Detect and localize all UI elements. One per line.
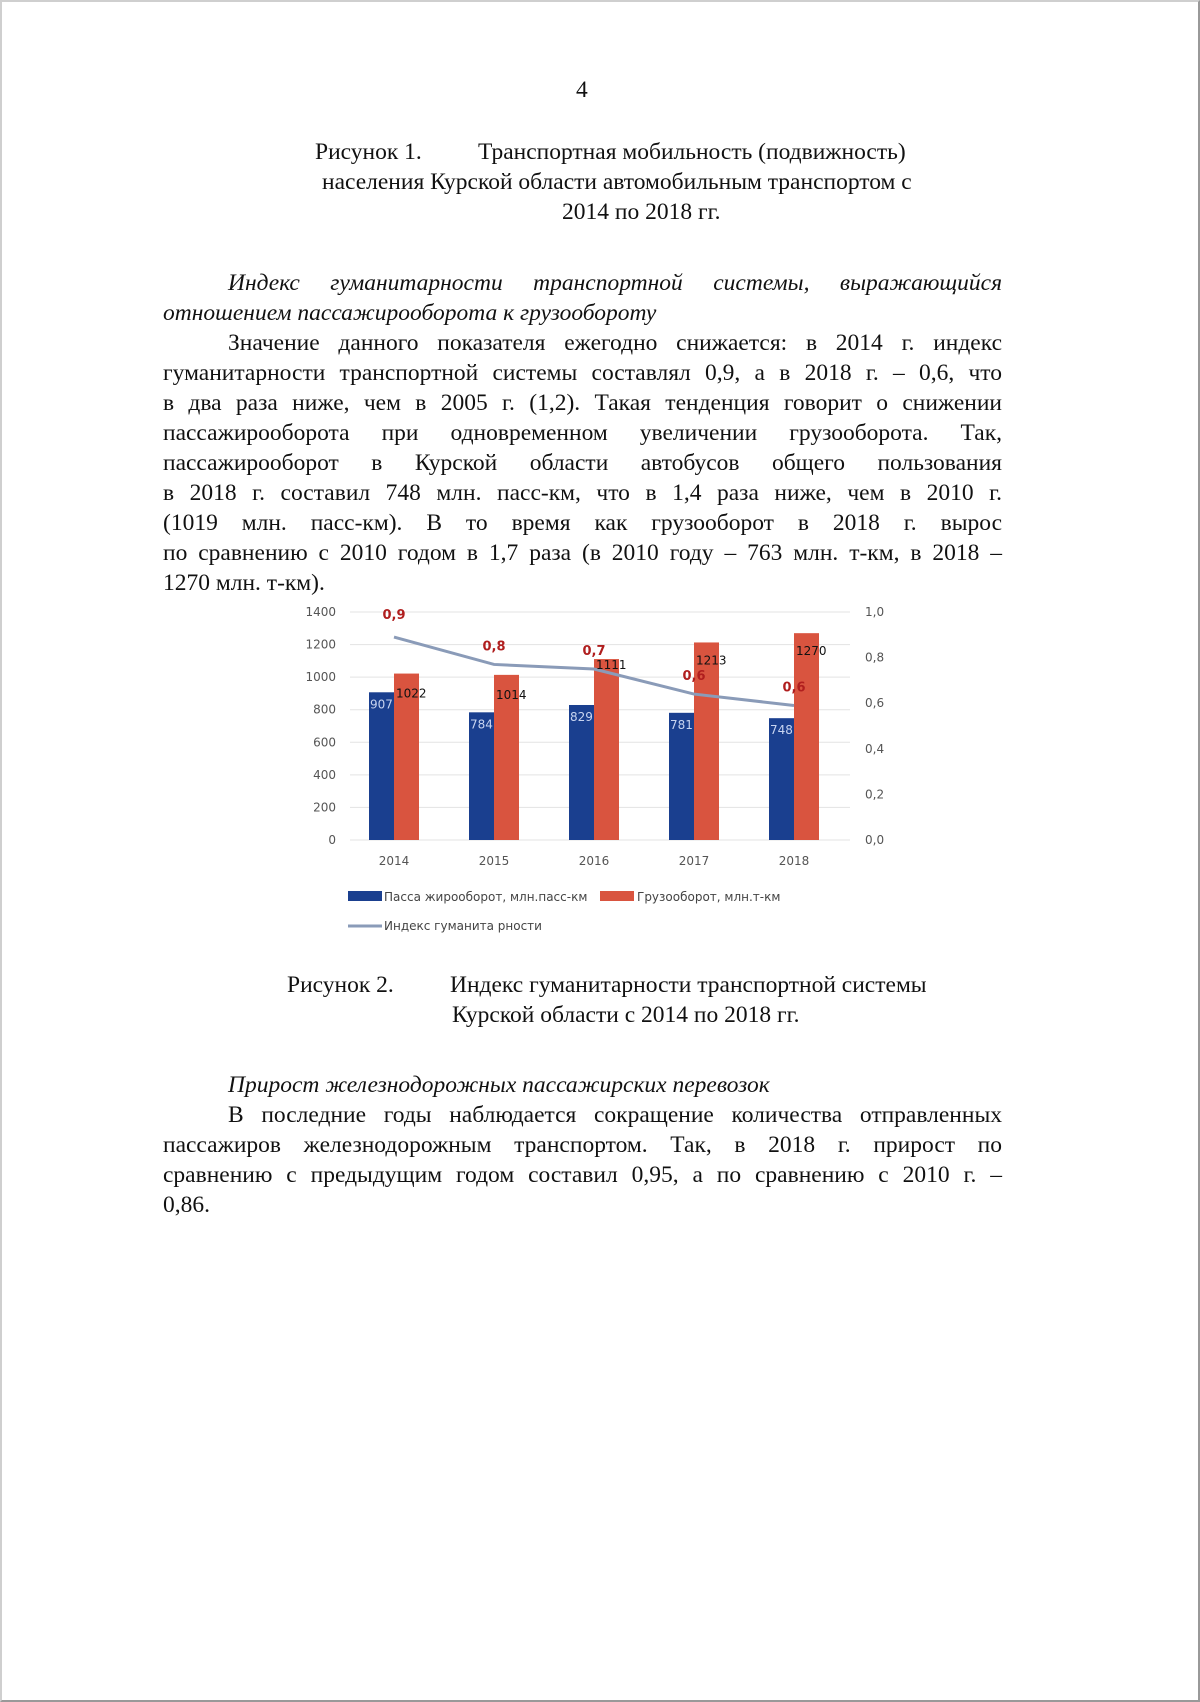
legend-swatch-freight xyxy=(600,891,634,901)
y-left-tick-label: 0 xyxy=(328,833,336,847)
bar-label-passenger: 781 xyxy=(670,718,693,732)
paragraph-line: пассажирооборота при одновременном увели… xyxy=(163,420,1002,446)
bar-label-freight: 1213 xyxy=(696,653,727,667)
x-tick-label: 2017 xyxy=(679,854,710,868)
page-number: 4 xyxy=(576,77,588,103)
bar-freight xyxy=(394,673,419,840)
y-right-tick-label: 1,0 xyxy=(865,605,884,619)
bar-passenger xyxy=(769,718,794,840)
y-left-tick-label: 1400 xyxy=(305,605,336,619)
figure2-caption-line: Курской области с 2014 по 2018 гг. xyxy=(452,1002,800,1028)
paragraph-line: сравнению с предыдущим годом составил 0,… xyxy=(163,1162,1002,1188)
transport-humanity-chart: 0 200 400 600 800 1000 1200 1400 0,0 0,2 0,4 0,6 0,8… xyxy=(305,605,884,933)
index-label: 0,6 xyxy=(782,680,805,695)
y-left-tick-label: 200 xyxy=(313,800,336,814)
y-right-tick-label: 0,4 xyxy=(865,742,884,756)
y-right-tick-label: 0,8 xyxy=(865,651,884,665)
figure2-caption-line: Индекс гуманитарности транспортной систе… xyxy=(450,972,927,998)
bar-label-passenger: 907 xyxy=(370,697,393,711)
paragraph-line: в два раза ниже, чем в 2005 г. (1,2). Та… xyxy=(163,390,1002,416)
x-tick-label: 2015 xyxy=(479,854,510,868)
bar-freight xyxy=(694,642,719,840)
bar-freight xyxy=(794,633,819,840)
bar-label-passenger: 784 xyxy=(470,717,493,731)
index-line xyxy=(393,635,795,707)
legend-label-freight: Грузооборот, млн.т-км xyxy=(637,890,780,904)
paragraph-line: 1270 млн. т-км). xyxy=(163,570,325,596)
paragraph-line: пассажиров железнодорожным транспортом. … xyxy=(163,1132,1002,1158)
bar-passenger xyxy=(469,712,494,840)
bar-freight xyxy=(594,659,619,840)
bar-label-freight: 1270 xyxy=(796,644,827,658)
figure1-caption-line: Транспортная мобильность (подвижность) xyxy=(478,139,906,165)
section1-heading: Индекс гуманитарности транспортной систе… xyxy=(163,268,1002,328)
legend-label-index: Индекс гуманита рности xyxy=(384,919,542,933)
paragraph-line: пассажирооборот в Курской области автобу… xyxy=(163,450,1002,476)
section1-paragraph: Значение данного показателя ежегодно сни… xyxy=(163,328,1002,598)
paragraph-line: в 2018 г. составил 748 млн. пасс-км, что… xyxy=(163,480,1002,506)
x-tick-label: 2014 xyxy=(379,854,410,868)
y-right-tick-label: 0,2 xyxy=(865,787,884,801)
section2-heading: Прирост железнодорожных пассажирских пер… xyxy=(228,1072,770,1098)
paragraph-line: 0,86. xyxy=(163,1192,210,1218)
y-right-tick-label: 0,6 xyxy=(865,696,884,710)
y-left-tick-label: 1000 xyxy=(305,670,336,684)
index-label: 0,8 xyxy=(482,639,505,654)
legend-label-passenger: Пасса жирооборот, млн.пасс-км xyxy=(384,890,587,904)
figure2-label: Рисунок 2. xyxy=(287,972,394,998)
paragraph-line: (1019 млн. пасс-км). В то время как груз… xyxy=(163,510,1002,536)
y-right-tick-label: 0,0 xyxy=(865,833,884,847)
section2-paragraph: В последние годы наблюдается сокращение … xyxy=(163,1100,1002,1220)
index-label: 0,7 xyxy=(582,644,605,659)
index-label: 0,6 xyxy=(682,669,705,684)
figure1-label: Рисунок 1. xyxy=(315,139,422,165)
y-left-tick-label: 400 xyxy=(313,768,336,782)
y-left-tick-label: 600 xyxy=(313,735,336,749)
figure1-caption-line: 2014 по 2018 гг. xyxy=(562,199,721,225)
bar-label-passenger: 829 xyxy=(570,710,593,724)
x-tick-label: 2018 xyxy=(779,854,810,868)
bar-label-freight: 1111 xyxy=(596,658,627,672)
bar-passenger xyxy=(369,692,394,840)
bar-label-freight: 1014 xyxy=(496,688,527,702)
paragraph-line: В последние годы наблюдается сокращение … xyxy=(228,1102,1002,1128)
paragraph-line: по сравнению с 2010 годом в 1,7 раза (в … xyxy=(163,540,1002,566)
heading-line: отношением пассажирооборота к грузооборо… xyxy=(163,300,657,326)
bar-passenger xyxy=(569,704,594,840)
paragraph-line: Значение данного показателя ежегодно сни… xyxy=(228,330,1002,356)
y-left-tick-label: 800 xyxy=(313,703,336,717)
bar-label-freight: 1022 xyxy=(396,687,427,701)
index-label: 0,9 xyxy=(382,608,405,623)
paragraph-line: гуманитарности транспортной системы сост… xyxy=(163,360,1002,386)
bar-passenger xyxy=(669,712,694,840)
bar-label-passenger: 748 xyxy=(770,723,793,737)
figure1-caption-line: населения Курской области автомобильным … xyxy=(322,169,912,195)
legend-swatch-passenger xyxy=(348,891,382,901)
heading-line: Индекс гуманитарности транспортной систе… xyxy=(228,270,1002,296)
y-left-tick-label: 1200 xyxy=(305,638,336,652)
x-tick-label: 2016 xyxy=(579,854,610,868)
bar-freight xyxy=(494,674,519,840)
